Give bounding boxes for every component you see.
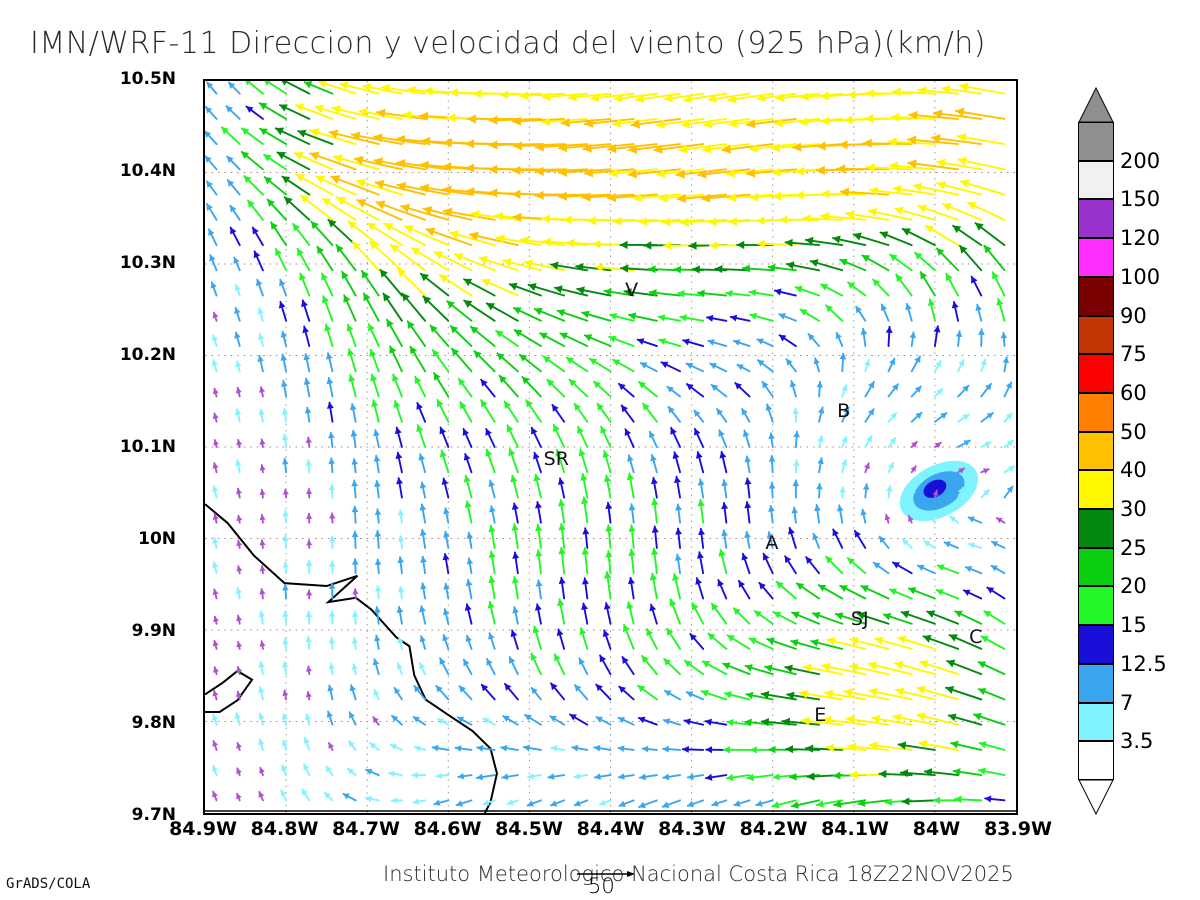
- colorbar-segment[interactable]: [1078, 160, 1114, 200]
- map-label-sj: SJ: [850, 607, 869, 630]
- colorbar-tick-label: 15: [1120, 613, 1147, 638]
- colorbar-tick-label: 60: [1120, 380, 1147, 405]
- colorbar-tick-label: 100: [1120, 264, 1161, 289]
- x-tick-label: 84.2W: [739, 818, 808, 840]
- colorbar-segment[interactable]: [1078, 625, 1114, 664]
- colorbar-tick-label: 90: [1120, 303, 1147, 328]
- x-tick-label: 84.3W: [658, 818, 726, 840]
- x-tick-label: 84.5W: [495, 818, 563, 840]
- colorbar-segment[interactable]: [1078, 702, 1114, 742]
- colorbar-tick-label: 12.5: [1120, 651, 1167, 676]
- page-title: IMN/WRF-11 Direccion y velocidad del vie…: [30, 26, 986, 61]
- y-tick-label: 10.5N: [119, 69, 176, 89]
- x-tick-label: 84W: [912, 818, 961, 840]
- map-label-v: V: [625, 278, 639, 301]
- colorbar-tick-label: 20: [1120, 574, 1147, 599]
- y-tick-label: 10.3N: [119, 253, 176, 273]
- colorbar-tick-label: 30: [1120, 497, 1147, 522]
- colorbar-segment[interactable]: [1078, 509, 1114, 548]
- x-tick-label: 84.1W: [821, 818, 889, 840]
- colorbar-tick-label: 7: [1120, 690, 1134, 715]
- colorbar-segment[interactable]: [1078, 199, 1114, 239]
- colorbar-tick-label: 50: [1120, 419, 1147, 444]
- colorbar-tick-label: 75: [1120, 342, 1147, 367]
- colorbar-segment[interactable]: [1078, 431, 1114, 471]
- x-tick-label: 84.6W: [413, 818, 482, 840]
- colorbar-segment[interactable]: [1078, 238, 1114, 277]
- y-tick-label: 10.1N: [119, 437, 176, 457]
- y-tick-label: 10.4N: [119, 161, 176, 181]
- y-tick-label: 9.8N: [131, 713, 176, 733]
- colorbar-segment[interactable]: [1078, 663, 1114, 703]
- colorbar[interactable]: 3.5 7 12.5 15 20 25 30 40 50 60 75 90 100 120 150 200: [1078, 86, 1167, 816]
- colorbar-tick-label: 150: [1120, 187, 1161, 212]
- colorbar-tick-label: 25: [1120, 535, 1147, 560]
- map-label-b: B: [837, 399, 851, 422]
- y-tick-label: 9.9N: [131, 621, 176, 641]
- wind-vector-field: [205, 81, 1016, 813]
- map-label-a: A: [765, 532, 779, 555]
- reference-vector-label: 50: [588, 874, 615, 898]
- colorbar-segment[interactable]: [1078, 470, 1114, 510]
- colorbar-tick-label: 200: [1120, 148, 1161, 173]
- grads-credit: GrADS/COLA: [6, 876, 91, 892]
- colorbar-segment[interactable]: [1078, 586, 1114, 626]
- colorbar-segment[interactable]: [1078, 354, 1114, 393]
- colorbar-tick-label: 120: [1120, 226, 1161, 251]
- x-tick-label: 84.4W: [576, 818, 645, 840]
- x-tick-label: 84.7W: [332, 818, 400, 840]
- map-label-c: C: [969, 626, 983, 649]
- colorbar-segment[interactable]: [1078, 547, 1114, 587]
- colorbar-segment[interactable]: [1078, 315, 1114, 355]
- colorbar-segment[interactable]: [1078, 392, 1114, 432]
- colorbar-segment[interactable]: [1078, 276, 1114, 316]
- map-label-sr: SR: [543, 448, 569, 471]
- map-label-e: E: [814, 704, 827, 727]
- y-tick-label: 9.7N: [131, 805, 176, 825]
- colorbar-tick-label: 40: [1120, 458, 1147, 483]
- footer-credit: Instituto Meteorologico Nacional Costa R…: [383, 862, 1014, 886]
- y-tick-label: 10.2N: [119, 345, 176, 365]
- colorbar-arrow-caps: [1078, 86, 1114, 816]
- reference-vector-icon: [577, 871, 635, 877]
- x-tick-label: 83.9W: [984, 818, 1052, 840]
- x-tick-label: 84.9W: [169, 818, 237, 840]
- x-tick-label: 84.8W: [250, 818, 319, 840]
- colorbar-segment[interactable]: [1078, 741, 1114, 780]
- y-tick-label: 10N: [138, 529, 176, 549]
- colorbar-segment[interactable]: [1078, 122, 1114, 161]
- map-plot-area[interactable]: [203, 79, 1018, 815]
- colorbar-tick-label: 3.5: [1120, 729, 1154, 754]
